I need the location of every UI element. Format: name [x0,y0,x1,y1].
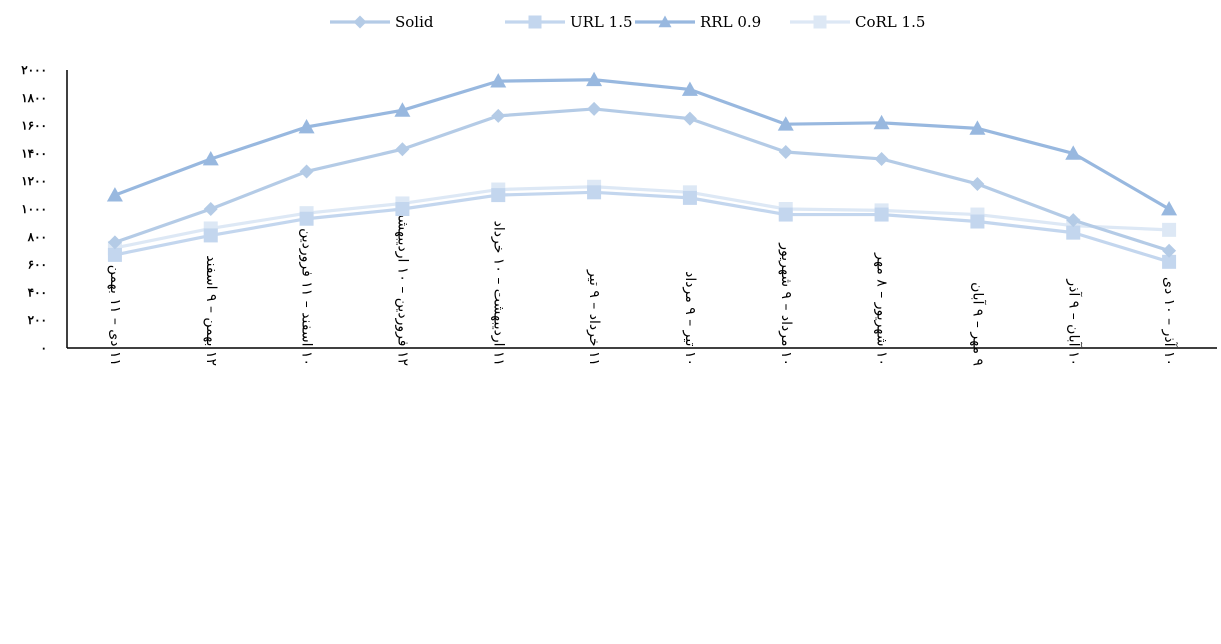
data-point [1066,213,1081,228]
data-point [491,108,506,123]
data-point [682,111,697,126]
legend-label: CoRL 1.5 [855,13,925,31]
data-point [1162,243,1177,258]
data-point [1066,225,1081,240]
legend-label: URL 1.5 [570,13,633,31]
legend-marker [528,15,542,29]
x-tick-label: ۱۲ بهمن – ۹ اسفند [203,255,219,366]
data-point [395,142,410,157]
x-tick-label: ۱۰ آذر – ۱۰ دی [1161,277,1178,366]
data-point [586,71,603,87]
legend-item: CoRL 1.5 [790,13,925,31]
y-tick-label: ۱۰۰۰ [21,202,47,216]
y-tick-label: ۱۲۰۰ [21,174,47,188]
y-tick-label: ۲۰۰۰ [21,63,47,77]
y-tick-label: ۱۶۰۰ [21,119,47,133]
data-point [681,81,698,96]
x-tick-label: ۱۰ اسفند – ۱۱ فروردین [299,228,315,366]
data-point [106,187,123,202]
y-tick-label: ۱۸۰۰ [21,91,47,105]
data-point [298,118,315,134]
y-axis: ۰ ۲۰۰ ۴۰۰ ۶۰۰ ۸۰۰ ۱۰۰۰ ۱۲۰۰ ۱۴۰۰ ۱۶۰۰ ۱۸۰۰ ۲۰۰۰ [21,63,68,355]
chart-legend: Solid URL 1.5 RRL 0.9 CoRL 1.5 [330,13,925,31]
legend-item: Solid [330,13,434,31]
data-point [778,207,793,222]
x-tick-label: ۱۱ اردیبهشت – ۱۰ خرداد [490,221,506,366]
legend-label: Solid [395,13,434,31]
data-point [394,102,411,117]
x-tick-label: ۱۱ خرداد – ۹ تیر [586,269,602,366]
data-point [1161,201,1178,216]
legend-item: URL 1.5 [505,13,633,31]
x-tick-label: ۱۰ تیر – ۹ مرداد [682,271,698,366]
data-point [874,151,889,166]
series-line [114,190,1170,264]
series-line [114,78,1170,211]
data-point [682,190,697,205]
y-tick-label: ۱۴۰۰ [21,146,47,160]
series-solid [107,101,1177,258]
legend-marker [353,15,367,29]
legend-marker [658,15,672,28]
data-point [203,202,218,216]
data-point [1065,145,1082,160]
legend-label: RRL 0.9 [700,13,761,31]
data-point [970,176,985,191]
x-tick-label: ۹ مهر – ۹ آبان [969,282,986,366]
x-tick-label: ۱۲ فروردین – ۱۰ اردیبهشت [394,205,410,366]
series-url-1-5 [107,185,1177,269]
series-line [114,107,1170,253]
series-layer [106,71,1178,269]
series-rrl-0-9 [106,71,1178,216]
x-axis: ۱۱ دی – ۱۱ بهمن ۱۲ بهمن – ۹ اسفند ۱۰ اسفند… [67,205,1217,366]
legend-marker [813,15,827,29]
data-point [777,116,794,131]
data-point [587,185,602,200]
data-point [491,188,506,203]
data-point [299,164,314,179]
data-point [587,101,602,116]
data-point [1162,222,1177,237]
data-point [299,211,314,226]
y-tick-label: ۴۰۰ [28,285,47,299]
data-point [107,247,122,262]
data-point [107,235,122,250]
x-tick-label: ۱۱ دی – ۱۱ بهمن [107,265,123,366]
data-point [490,73,507,88]
legend-item: RRL 0.9 [635,13,761,31]
data-point [874,207,889,222]
y-tick-label: ۰ [41,341,47,355]
y-tick-label: ۶۰۰ [28,258,47,272]
data-point [873,114,890,130]
data-point [969,120,986,135]
series-corl-1-5 [107,179,1177,255]
data-point [778,145,793,160]
y-tick-label: ۲۰۰ [28,313,47,327]
x-tick-label: ۱۰ آبان – ۹ آذر [1065,278,1082,366]
y-tick-label: ۸۰۰ [27,230,47,244]
data-point [203,228,218,243]
data-point [202,150,219,166]
x-tick-label: ۱۰ شهریور – ۸ مهر [874,252,890,366]
data-point [1162,254,1177,269]
series-line [114,185,1170,250]
x-tick-label: ۱۰ مرداد – ۹ شهریور [778,242,794,366]
data-point [970,214,985,229]
data-point [395,202,410,216]
